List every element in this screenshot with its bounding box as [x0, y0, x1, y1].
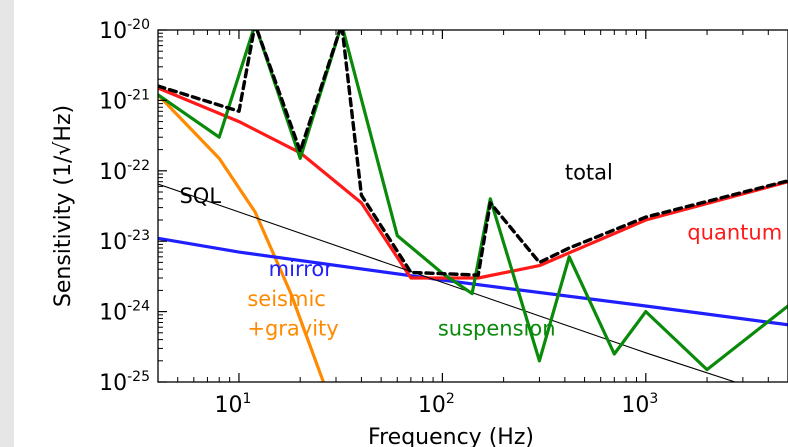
series-line-mirror — [158, 236, 788, 327]
axes-layer — [157, 29, 788, 383]
y-tick-label: 10-24 — [99, 299, 150, 326]
annotation-mirror: mirror — [269, 257, 334, 281]
annotation-gravity: +gravity — [247, 316, 338, 340]
y-tick-label: 10-23 — [99, 228, 150, 255]
plot-background — [158, 30, 788, 382]
x-tick-label: 103 — [621, 391, 658, 418]
y-tick-label: 10-21 — [99, 87, 150, 114]
y-tick-label: 10-20 — [99, 17, 150, 44]
x-tick-label: 101 — [214, 391, 251, 418]
plot-frame — [157, 29, 788, 383]
series-line-seismic-gravity — [158, 93, 325, 382]
plot-area — [158, 30, 788, 382]
y-tick-label: 10-25 — [99, 369, 150, 396]
y-axis-title: Sensitivity (1/√Hz) — [51, 105, 76, 307]
series-line-sql — [158, 183, 737, 382]
series-line-total — [158, 30, 788, 277]
y-tick-label: 10-22 — [99, 158, 150, 185]
x-axis-title: Frequency (Hz) — [368, 425, 534, 447]
labels-layer: 101 102 103 10-20 10-21 10-22 10-23 10-24 10-25 F… — [51, 17, 782, 447]
annotation-total: total — [565, 161, 613, 185]
series-layer — [158, 30, 788, 382]
x-tick-label: 102 — [418, 391, 455, 418]
annotation-suspension: suspension — [438, 316, 556, 340]
series-line-quantum — [158, 86, 788, 280]
annotation-sql: SQL — [179, 184, 221, 208]
annotation-seismic: seismic — [247, 287, 325, 311]
annotation-quantum: quantum — [687, 221, 782, 245]
window-edge — [0, 0, 14, 447]
